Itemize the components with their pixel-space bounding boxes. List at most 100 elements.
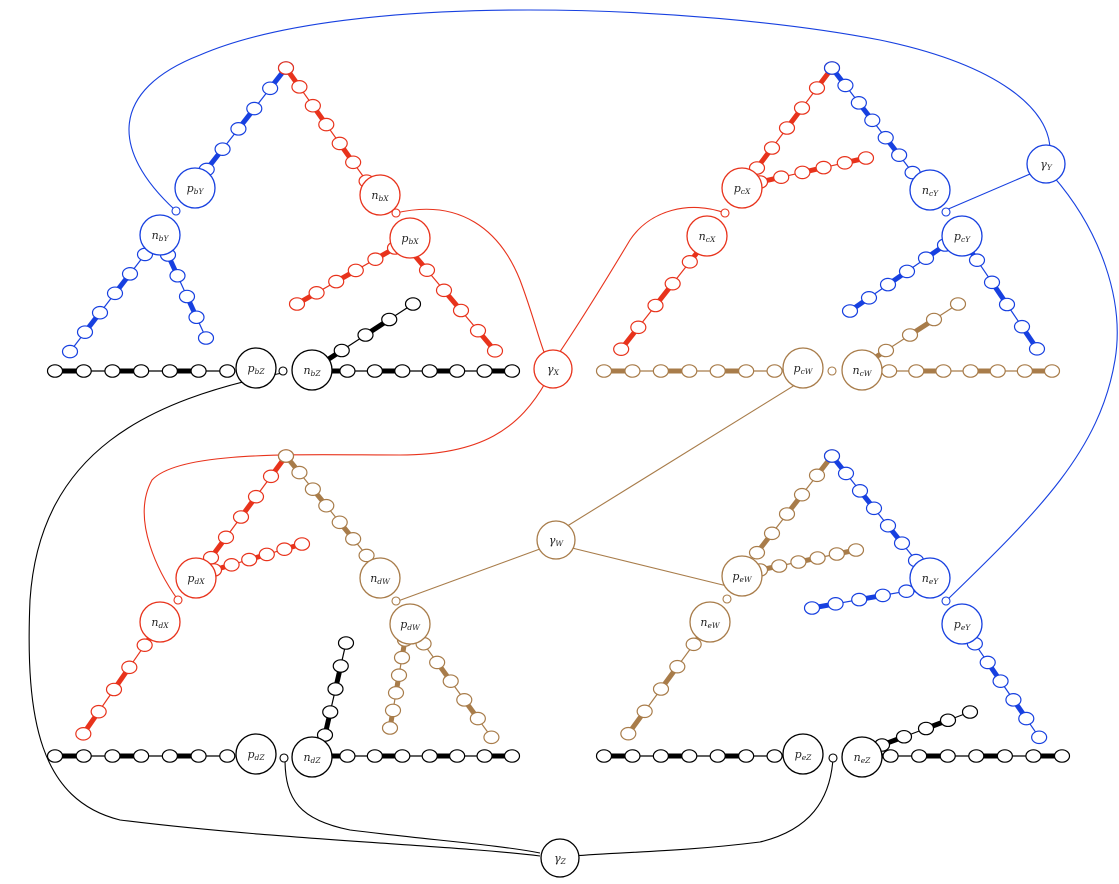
gammaZ-to-bZ	[28, 372, 541, 857]
node-ndW: ndW	[359, 557, 401, 599]
node-label: pbZ	[247, 362, 265, 376]
chain-node	[442, 674, 459, 688]
node-label: γZ	[554, 852, 567, 866]
d-red-branch	[205, 537, 311, 577]
node-label: peY	[954, 618, 971, 632]
chain-node	[823, 61, 841, 75]
junction-node	[828, 753, 838, 763]
node-label: ncY	[922, 184, 939, 198]
node-label: neW	[700, 616, 721, 630]
chain-node	[262, 469, 280, 484]
node-label: pcY	[954, 230, 971, 244]
chain-node	[879, 277, 897, 292]
chain-node	[857, 151, 875, 165]
e-black-branch	[873, 705, 979, 752]
chain-node	[75, 727, 92, 741]
gammaW-to-eW	[567, 546, 728, 587]
gammaZ-to-dZ	[284, 758, 541, 854]
chain-node	[794, 165, 811, 180]
node-pdZ: pdZ	[235, 733, 277, 775]
chain-node	[188, 310, 205, 325]
chain-node	[331, 515, 348, 530]
node-circle	[841, 736, 883, 778]
chain-node	[613, 342, 630, 356]
junction-node	[391, 208, 401, 218]
chain-node	[901, 328, 919, 342]
node-circle	[909, 169, 951, 211]
chain-node	[318, 498, 335, 513]
c-red-branch	[751, 151, 875, 189]
chain-node	[992, 674, 1009, 688]
node-circle	[686, 215, 728, 257]
e-brown-top	[748, 449, 841, 560]
chain-node	[219, 749, 236, 763]
chain-node	[996, 749, 1013, 763]
node-peY: peY	[941, 603, 983, 645]
chain-node	[339, 364, 356, 378]
chain-node	[367, 252, 384, 267]
node-label: ndW	[370, 572, 391, 586]
chain-node	[939, 749, 956, 763]
gammaY-to-bY	[128, 9, 1051, 211]
gamma-X-node: γX	[533, 349, 573, 389]
chain-node	[169, 268, 186, 283]
chain-node	[911, 749, 928, 763]
chain-node	[277, 61, 295, 75]
chain-node	[681, 749, 698, 763]
gamma-W-node: γW	[536, 520, 576, 560]
node-circle	[540, 838, 580, 878]
node-label: γW	[549, 534, 565, 548]
chain-node	[197, 331, 215, 345]
e-black-bottom-right	[853, 749, 1071, 763]
gammaX-to-dX	[143, 377, 549, 601]
chain-node	[214, 142, 231, 156]
node-label: peW	[732, 570, 752, 584]
chain-node	[61, 344, 79, 359]
chain-node	[998, 297, 1016, 312]
node-circle	[536, 520, 576, 560]
chain-node	[104, 364, 121, 378]
gamma-connectors	[28, 9, 1118, 857]
node-nbX: nbX	[359, 174, 401, 216]
chain-node	[962, 364, 979, 378]
chain-node	[823, 449, 841, 463]
node-nbY: nbY	[139, 214, 181, 256]
node-label: pdX	[187, 572, 205, 586]
chain-node	[827, 596, 844, 611]
node-ndX: ndX	[139, 601, 181, 643]
chain-node	[327, 682, 344, 696]
node-circle	[782, 733, 824, 775]
chain-node	[121, 267, 139, 281]
chain-node	[879, 518, 897, 533]
chain-node	[709, 364, 726, 378]
chain-node	[357, 328, 374, 342]
node-circle	[721, 167, 763, 209]
junction-node	[941, 596, 951, 606]
d-red-left	[75, 616, 169, 741]
node-ncW: ncW	[841, 349, 883, 391]
chain-node	[503, 364, 521, 378]
node-circle	[359, 557, 401, 599]
chain-node	[1013, 319, 1031, 334]
node-circle	[389, 217, 431, 259]
chain-node	[836, 156, 853, 170]
node-circle	[291, 736, 333, 778]
d-red-top	[202, 449, 295, 565]
chain-node	[763, 141, 781, 155]
chain-node	[738, 749, 755, 763]
node-label: pdZ	[247, 748, 265, 762]
chain-node	[925, 312, 943, 327]
chain-node	[738, 364, 755, 378]
chain-node	[387, 685, 405, 700]
chain-node	[331, 136, 348, 151]
junction-node	[941, 207, 951, 217]
chain-node	[917, 721, 935, 736]
chain-node	[681, 364, 698, 378]
gamma-Y-node: γY	[1026, 144, 1066, 184]
chain-node	[865, 501, 883, 516]
gamma-Z-node: γZ	[540, 838, 580, 878]
c-brown-left	[595, 364, 783, 378]
labelled-nodes: pbY nbY nbX pbX pbZ nbZ pcX ncX ncY pcY pcW ncW pdX n…	[139, 144, 1066, 878]
node-circle	[909, 557, 951, 599]
